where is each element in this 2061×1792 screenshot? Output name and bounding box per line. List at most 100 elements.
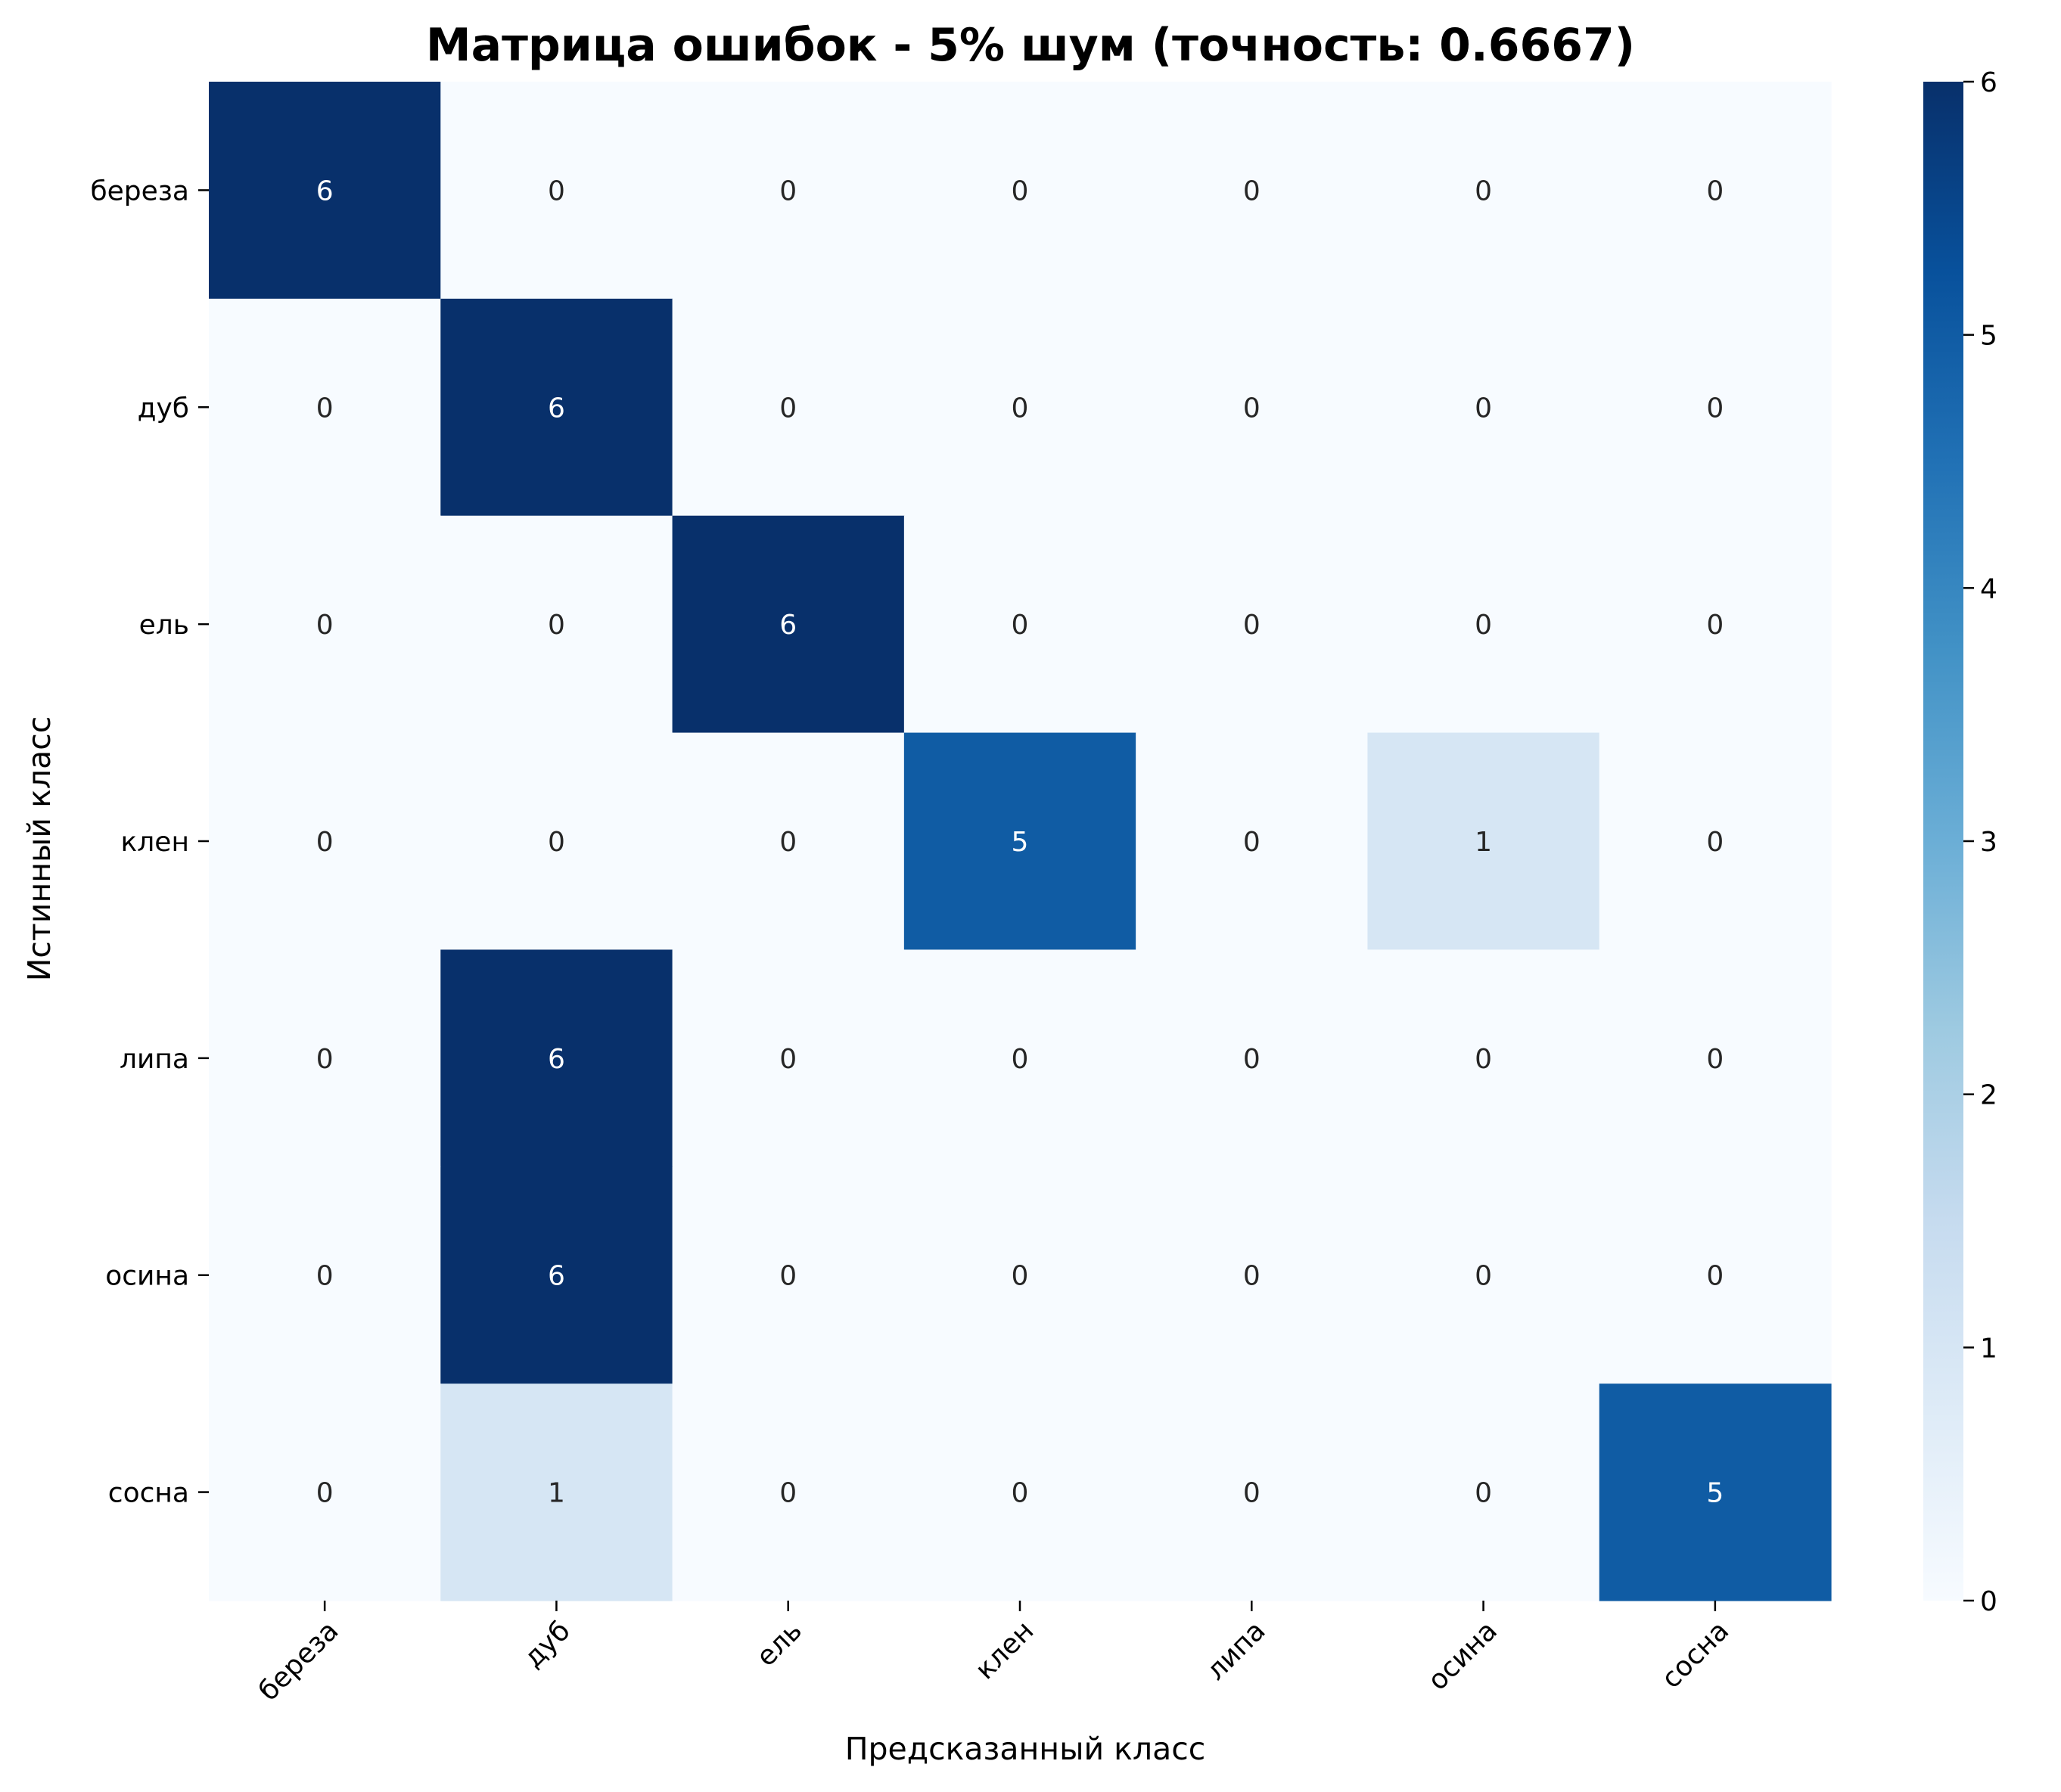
heatmap-cell-label: 0 [1243, 175, 1261, 207]
heatmap-cell [1136, 298, 1369, 517]
heatmap-cell [1367, 732, 1600, 951]
heatmap-cell-label: 0 [1475, 1044, 1492, 1075]
heatmap-cell [1367, 1166, 1600, 1384]
heatmap-cell [1367, 82, 1600, 300]
heatmap-cell [672, 82, 905, 300]
colorbar-tick-label: 4 [1980, 573, 1997, 604]
heatmap-cell-labels: 6 0 0 0 0 0 0 0 6 0 0 0 0 0 0 0 6 0 0 0 0 0 0 0 5 0 1 0 0 6 0 0 0 0 0 0 6 0 0 0… [316, 175, 1724, 1508]
heatmap-cell-label: 0 [1706, 610, 1724, 641]
colorbar-tick-label: 6 [1980, 67, 1997, 98]
heatmap-cell-label: 0 [1706, 393, 1724, 424]
y-tick-label: липа [120, 1044, 189, 1075]
heatmap-cell-label: 1 [1475, 827, 1492, 858]
heatmap-cell-label: 0 [316, 393, 334, 424]
y-axis-label: Истинный класс [21, 716, 58, 982]
y-tick-label: сосна [108, 1478, 189, 1509]
heatmap-cell-label: 0 [1012, 1044, 1029, 1075]
heatmap-cell-label: 0 [316, 610, 334, 641]
heatmap-cell [903, 1384, 1136, 1601]
heatmap-cell-label: 0 [316, 1044, 334, 1075]
heatmap-cell-label: 0 [1243, 1478, 1261, 1509]
x-axis-ticks: береза дуб ель клен липа осина сосна [253, 1601, 1735, 1707]
chart-title: Матрица ошибок - 5% шум (точность: 0.666… [426, 19, 1635, 72]
heatmap-cell [440, 515, 673, 734]
heatmap-cell [209, 949, 441, 1167]
y-tick-label: ель [139, 610, 189, 641]
x-tick-label: клен [969, 1615, 1040, 1685]
heatmap-cell-label: 0 [1243, 610, 1261, 641]
y-tick-label: береза [90, 175, 189, 207]
heatmap-cell-label: 0 [316, 1261, 334, 1292]
x-tick-label: береза [253, 1615, 344, 1707]
y-tick-label: клен [121, 827, 189, 858]
heatmap-cell [440, 949, 673, 1167]
colorbar-ticks: 0 1 2 3 4 5 6 [1963, 67, 1997, 1617]
heatmap-cell-label: 0 [1475, 610, 1492, 641]
heatmap-cell-label: 0 [1243, 1261, 1261, 1292]
heatmap-cell [672, 298, 905, 517]
heatmap-cell-label: 0 [548, 610, 565, 641]
heatmap-cell [440, 298, 673, 517]
heatmap-cell-label: 0 [1706, 827, 1724, 858]
heatmap-cell [1136, 1384, 1369, 1601]
heatmap-cell [903, 298, 1136, 517]
heatmap-cell [903, 1166, 1136, 1384]
heatmap-cell [440, 82, 673, 300]
heatmap-cell-label: 0 [1706, 1044, 1724, 1075]
heatmap-cell [1599, 1384, 1832, 1601]
heatmap-cell [440, 1384, 673, 1601]
heatmap-cell-label: 1 [548, 1478, 565, 1509]
heatmap-cell [1367, 949, 1600, 1167]
heatmap-cell [1599, 82, 1832, 300]
heatmap-cell-label: 6 [548, 1044, 565, 1075]
heatmap-cell-label: 0 [316, 827, 334, 858]
heatmap-cell [1599, 298, 1832, 517]
heatmap-cell [1136, 949, 1369, 1167]
heatmap-cell-label: 0 [1243, 1044, 1261, 1075]
heatmap-cell-label: 0 [1243, 827, 1261, 858]
heatmap-cell-label: 5 [1012, 827, 1029, 858]
heatmap-cell-label: 0 [779, 393, 797, 424]
heatmap-cell [1599, 1166, 1832, 1384]
heatmap-cell [1599, 949, 1832, 1167]
heatmap-cell [1367, 298, 1600, 517]
heatmap-cell [672, 949, 905, 1167]
heatmap-cell [903, 515, 1136, 734]
heatmap-cell-label: 0 [1012, 175, 1029, 207]
heatmap-cell [672, 732, 905, 951]
heatmap-cell [209, 1166, 441, 1384]
heatmap-cell-label: 0 [1243, 393, 1261, 424]
heatmap-cell [903, 82, 1136, 300]
heatmap-cell [672, 515, 905, 734]
heatmap-cell [209, 298, 441, 517]
heatmap-cell-label: 6 [548, 1261, 565, 1292]
heatmap-cell-label: 0 [1475, 175, 1492, 207]
heatmap-cell [1367, 515, 1600, 734]
colorbar-tick-label: 3 [1980, 827, 1997, 858]
heatmap-cell-label: 0 [1012, 393, 1029, 424]
y-tick-label: дуб [138, 393, 189, 424]
colorbar-tick-label: 1 [1980, 1333, 1997, 1364]
heatmap-cell-label: 0 [548, 175, 565, 207]
heatmap-cell-label: 0 [1475, 393, 1492, 424]
heatmap-cell-label: 0 [1706, 1261, 1724, 1292]
heatmap-cell-label: 0 [779, 827, 797, 858]
heatmap-cell [209, 732, 441, 951]
heatmap-cell [209, 515, 441, 734]
heatmap-cell [440, 1166, 673, 1384]
x-tick-label: дуб [518, 1615, 576, 1673]
colorbar-tick-label: 2 [1980, 1080, 1997, 1111]
heatmap-cell [672, 1384, 905, 1601]
heatmap-cell-label: 0 [316, 1478, 334, 1509]
colorbar-tick-label: 0 [1980, 1586, 1997, 1617]
colorbar-tick-label: 5 [1980, 321, 1997, 352]
heatmap-cell-label: 0 [1012, 1478, 1029, 1509]
heatmap-cell [672, 1166, 905, 1384]
x-tick-label: осина [1422, 1615, 1503, 1696]
heatmap-cell [1367, 1384, 1600, 1601]
heatmap-cell [1136, 515, 1369, 734]
x-tick-label: сосна [1655, 1615, 1735, 1694]
heatmap-cell-label: 0 [779, 175, 797, 207]
heatmap-cell [903, 949, 1136, 1167]
